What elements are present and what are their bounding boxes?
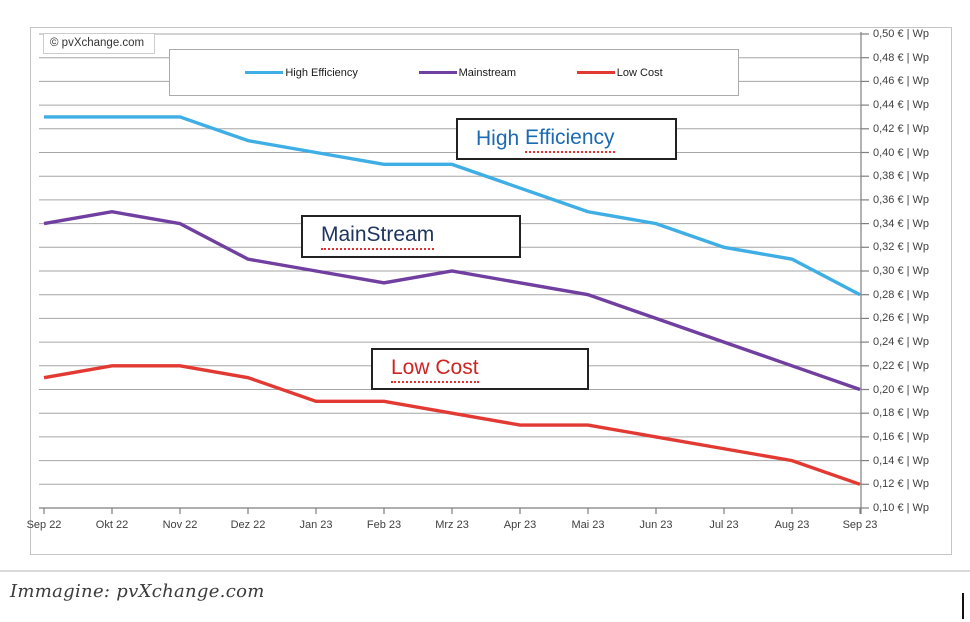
y-axis-tick-label: 0,40 € | Wp (873, 146, 930, 159)
legend-line-swatch (576, 71, 615, 74)
y-axis-tick-label: 0,16 € | Wp (873, 430, 930, 443)
x-axis-tick-label: Mai 23 (571, 519, 605, 531)
x-axis-tick-label: Sep 22 (26, 519, 62, 531)
y-axis-tick-label: 0,20 € | Wp (873, 383, 930, 396)
callout-text-plain: High (476, 127, 526, 150)
caption-divider (0, 570, 970, 572)
callout-text-underlined: Efficiency (525, 126, 615, 153)
y-axis-tick-label: 0,38 € | Wp (873, 170, 930, 183)
x-axis-tick-label: Jul 23 (709, 519, 739, 531)
image-caption[interactable]: Immagine: pvXchange.com (10, 581, 265, 602)
y-axis-tick-label: 0,12 € | Wp (873, 478, 930, 491)
callout-text-underlined: MainStream (321, 223, 435, 250)
chart-legend: High Efficiency Mainstream Low Cost (169, 49, 739, 96)
textbox-high-efficiency[interactable]: High Efficiency (456, 118, 677, 160)
x-axis-tick-label: Sep 23 (842, 519, 878, 531)
x-axis-tick-label: Feb 23 (366, 519, 402, 531)
legend-label: Mainstream (458, 66, 517, 79)
y-axis-tick-label: 0,42 € | Wp (873, 122, 930, 135)
series-line-mainstream (43, 210, 861, 392)
y-axis-tick-label: 0,44 € | Wp (873, 99, 930, 112)
textbox-low-cost[interactable]: Low Cost (371, 348, 589, 390)
y-axis-tick-label: 0,34 € | Wp (873, 217, 930, 230)
legend-item-low-cost: Low Cost (576, 66, 663, 79)
y-axis-tick-label: 0,14 € | Wp (873, 454, 930, 467)
legend-label: Low Cost (616, 66, 663, 79)
y-axis-tick-label: 0,26 € | Wp (873, 312, 930, 325)
textbox-mainstream[interactable]: MainStream (301, 215, 521, 258)
x-axis-tick-label: Jun 23 (639, 519, 673, 531)
legend-line-swatch (418, 71, 457, 74)
y-axis-tick-label: 0,50 € | Wp (873, 28, 930, 40)
x-axis-tick-label: Okt 22 (95, 519, 129, 531)
y-axis-tick-label: 0,28 € | Wp (873, 288, 930, 301)
x-axis-tick-label: Jan 23 (299, 519, 333, 531)
series-line-high-efficiency (44, 115, 861, 297)
legend-item-mainstream: Mainstream (418, 66, 517, 79)
series-line-low-cost (43, 364, 861, 486)
y-axis-tick-label: 0,46 € | Wp (873, 75, 930, 88)
callout-text-underlined: Low Cost (391, 356, 479, 383)
y-axis-tick-label: 0,48 € | Wp (873, 51, 930, 64)
y-axis-tick-label: 0,24 € | Wp (873, 336, 930, 349)
text-cursor (962, 593, 964, 619)
x-axis-tick-label: Apr 23 (503, 519, 537, 531)
y-axis-tick-label: 0,22 € | Wp (873, 359, 930, 372)
x-axis-tick-label: Dez 22 (230, 519, 266, 531)
y-axis-tick-label: 0,18 € | Wp (873, 407, 930, 420)
y-axis-tick-label: 0,32 € | Wp (873, 241, 930, 254)
y-axis-tick-label: 0,10 € | Wp (873, 502, 930, 514)
x-axis-tick-label: Nov 22 (162, 519, 198, 531)
legend-line-swatch (245, 71, 284, 74)
legend-item-high-efficiency: High Efficiency (245, 67, 358, 79)
chart-copyright: © pvXchange.com (43, 33, 156, 54)
legend-label: High Efficiency (285, 66, 358, 79)
y-axis-tick-label: 0,30 € | Wp (873, 265, 930, 277)
x-axis-tick-label: Mrz 23 (435, 519, 469, 531)
price-chart: © pvXchange.com High Efficiency Mainstre… (27, 27, 952, 555)
x-axis-tick-label: Aug 23 (774, 519, 810, 531)
plot-area (39, 32, 869, 514)
y-axis-tick-label: 0,36 € | Wp (873, 193, 930, 206)
